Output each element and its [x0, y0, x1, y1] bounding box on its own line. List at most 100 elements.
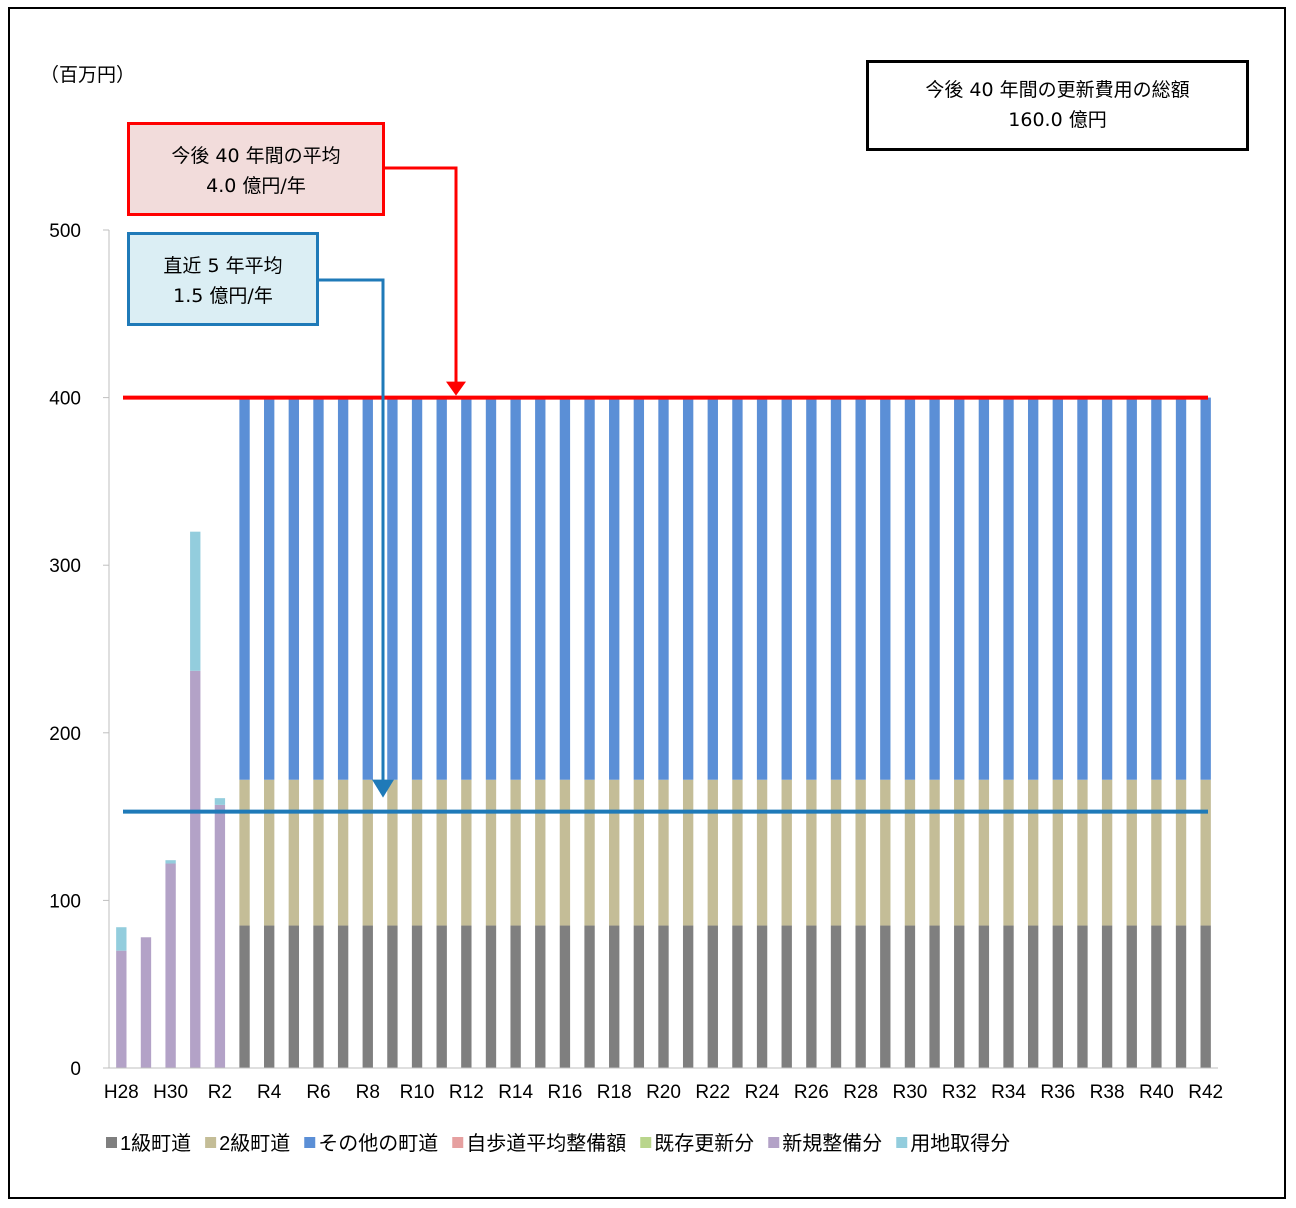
bar-segment	[1126, 397, 1137, 780]
bar-segment	[954, 779, 965, 926]
bar-segment	[559, 779, 571, 926]
x-tick-label: H28	[104, 1082, 139, 1103]
legend-swatch	[205, 1137, 217, 1148]
bar-segment	[1003, 925, 1014, 1068]
bar-segment	[239, 925, 250, 1068]
bar-segment	[436, 925, 447, 1068]
x-tick-label: R2	[208, 1082, 232, 1103]
five-year-average-annotation: 直近 5 年平均 1.5 億円/年	[127, 232, 319, 326]
bar-segment	[633, 779, 645, 926]
bar-segment	[288, 397, 300, 780]
bar-segment	[756, 925, 768, 1068]
bar-segment	[1101, 779, 1113, 926]
bar-segment	[436, 397, 447, 780]
bar-segment	[855, 397, 866, 780]
bar-segment	[978, 925, 990, 1068]
bar-segment	[707, 925, 718, 1068]
forty-year-average-line1: 今後 40 年間の平均	[171, 145, 341, 167]
y-tick-label: 400	[49, 389, 81, 410]
bar-segment	[609, 925, 620, 1068]
bar-segment	[165, 860, 176, 864]
x-tick-label: R32	[942, 1082, 977, 1103]
x-tick-label: R14	[498, 1082, 533, 1103]
x-tick-label: R12	[449, 1082, 484, 1103]
bar-segment	[190, 531, 201, 671]
bar-segment	[313, 779, 324, 926]
bar-segment	[535, 779, 546, 926]
legend-swatch	[106, 1137, 117, 1148]
bar-segment	[1200, 397, 1211, 780]
five-year-arrowhead	[372, 779, 394, 798]
y-tick-label: 100	[49, 891, 81, 912]
bar-segment	[929, 925, 940, 1068]
bar-segment	[904, 397, 916, 780]
bar-segment	[929, 779, 940, 926]
bar-segment	[559, 397, 571, 780]
bar-segment	[337, 397, 349, 780]
bar-segment	[658, 397, 669, 780]
bar-segment	[485, 779, 497, 926]
bar-segment	[1126, 925, 1137, 1068]
bar-segment	[535, 925, 546, 1068]
x-tick-label: R8	[356, 1082, 380, 1103]
bar-segment	[633, 397, 645, 780]
bar-segment	[830, 397, 842, 780]
bar-segment	[682, 925, 694, 1068]
bar-segment	[929, 397, 940, 780]
x-tick-label: R20	[646, 1082, 681, 1103]
bar-segment	[781, 779, 792, 926]
y-tick-label: 300	[49, 556, 81, 577]
bar-segment	[682, 397, 694, 780]
x-tick-label: R4	[257, 1082, 282, 1103]
bar-segment	[1200, 779, 1211, 926]
forty-year-average-annotation: 今後 40 年間の平均 4.0 億円/年	[127, 122, 385, 216]
bar-segment	[1077, 779, 1088, 926]
bar-segment	[1200, 925, 1211, 1068]
legend-label: 自歩道平均整備額	[466, 1132, 626, 1155]
legend-label: 2級町道	[219, 1132, 290, 1155]
bar-segment	[165, 863, 176, 1068]
bar-segment	[1077, 925, 1088, 1068]
bar-segment	[584, 779, 595, 926]
x-tick-label: R28	[843, 1082, 878, 1103]
x-tick-label: R10	[400, 1082, 435, 1103]
x-tick-label: R26	[794, 1082, 829, 1103]
bar-segment	[1052, 397, 1063, 780]
x-tick-label: R36	[1040, 1082, 1075, 1103]
bar-segment	[1175, 925, 1187, 1068]
x-tick-label: R16	[547, 1082, 582, 1103]
x-tick-label: R40	[1139, 1082, 1174, 1103]
legend-label: 新規整備分	[782, 1132, 882, 1155]
total-cost-line1: 今後 40 年間の更新費用の総額	[925, 79, 1190, 101]
bar-segment	[954, 925, 965, 1068]
bar-segment	[1077, 397, 1088, 780]
bar-segment	[337, 779, 349, 926]
bar-segment	[732, 779, 743, 926]
bar-segment	[510, 397, 521, 780]
legend-swatch	[768, 1137, 780, 1148]
bar-segment	[830, 925, 842, 1068]
bar-segment	[880, 925, 891, 1068]
total-cost-annotation: 今後 40 年間の更新費用の総額 160.0 億円	[866, 60, 1249, 151]
bar-segment	[707, 397, 718, 780]
bar-segment	[1027, 397, 1039, 780]
bar-segment	[559, 925, 571, 1068]
bar-segment	[904, 779, 916, 926]
bar-segment	[461, 397, 472, 780]
bar-segment	[313, 397, 324, 780]
bar-segment	[461, 779, 472, 926]
bar-segment	[658, 925, 669, 1068]
bar-segment	[1052, 779, 1063, 926]
bar-segment	[140, 937, 152, 1068]
bar-segment	[658, 779, 669, 926]
bar-segment	[609, 397, 620, 780]
bar-segment	[387, 779, 398, 926]
x-tick-label: R24	[745, 1082, 780, 1103]
bar-segment	[485, 925, 497, 1068]
x-tick-label: R6	[306, 1082, 330, 1103]
bar-segment	[461, 925, 472, 1068]
y-tick-label: 0	[70, 1059, 81, 1080]
bar-segment	[1003, 397, 1014, 780]
bar-segment	[535, 397, 546, 780]
